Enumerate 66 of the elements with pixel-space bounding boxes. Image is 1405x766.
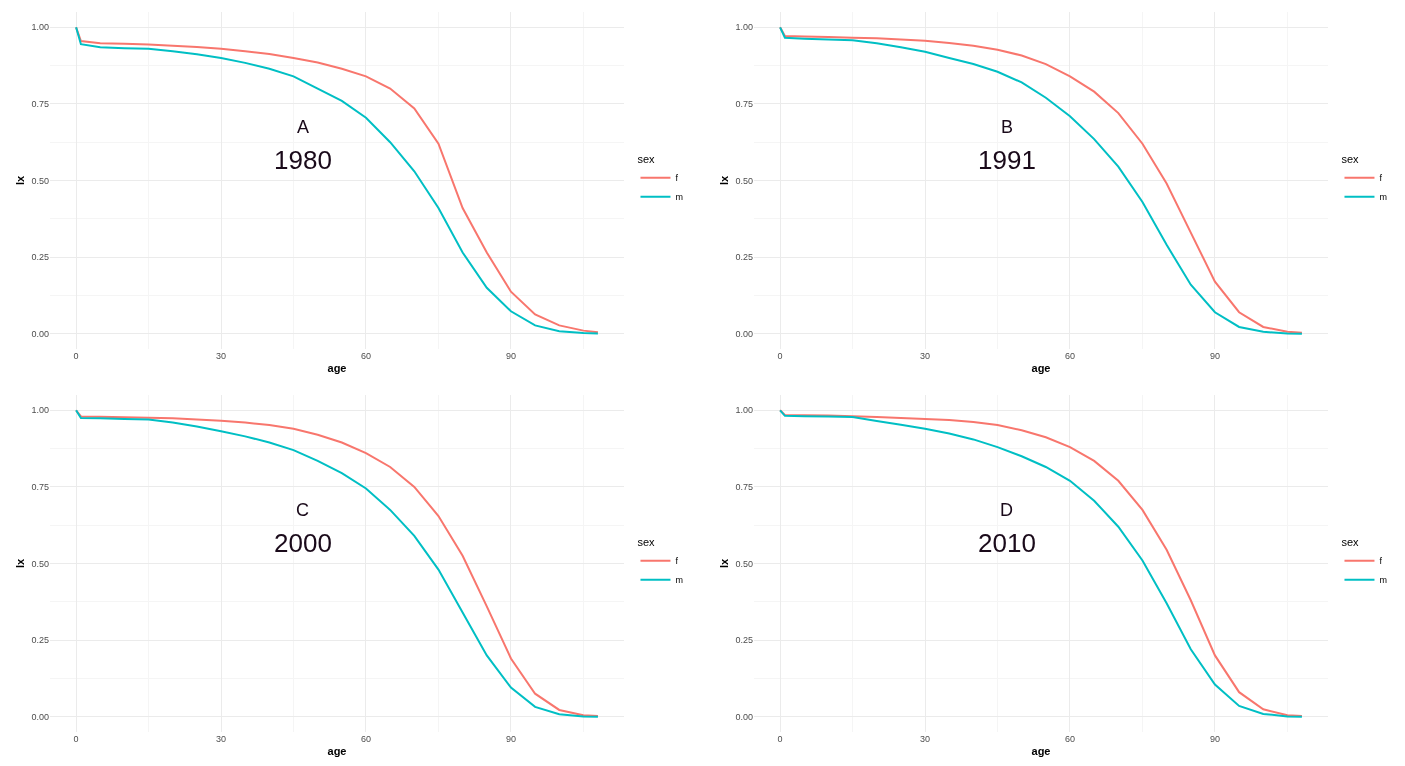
annotation: D: [1000, 500, 1013, 520]
x-axis-title: age: [1031, 745, 1051, 758]
y-tick-label: 0.25: [735, 252, 753, 263]
y-tick-label: 0.75: [735, 482, 753, 493]
y-tick-label: 0.00: [31, 328, 49, 339]
line-series: [75, 409, 599, 718]
annotation: A: [297, 117, 310, 137]
y-tick-label: 0.50: [735, 175, 753, 186]
legend-label: f: [1379, 556, 1383, 567]
legend-label: m: [675, 575, 683, 586]
legend-title: sex: [1341, 153, 1360, 166]
line-series: [779, 409, 1303, 718]
legend-label: f: [675, 173, 679, 184]
annotation: 1980: [274, 145, 332, 175]
x-tick-label: 0: [73, 734, 79, 744]
y-tick-label: 0.50: [31, 558, 49, 569]
y-tick-label: 1.00: [31, 22, 49, 33]
legend-label: m: [1379, 575, 1387, 586]
annotation: 2000: [274, 528, 332, 558]
x-tick-label: 0: [73, 351, 79, 361]
legend-label: m: [1379, 192, 1387, 203]
x-tick-label: 90: [1209, 351, 1220, 361]
y-tick-label: 1.00: [31, 405, 49, 416]
y-tick-label: 0.25: [31, 252, 49, 263]
x-tick-label: 30: [216, 734, 227, 744]
legend-label: m: [675, 192, 683, 203]
annotation: 2010: [978, 528, 1036, 558]
x-tick-label: 0: [777, 734, 783, 744]
x-tick-label: 90: [505, 351, 516, 361]
y-tick-label: 0.00: [735, 328, 753, 339]
y-axis-title: lx: [14, 558, 27, 569]
x-tick-label: 60: [360, 351, 371, 361]
y-tick-label: 0.00: [735, 711, 753, 722]
x-axis-title: age: [1031, 362, 1051, 375]
x-tick-label: 60: [1064, 351, 1075, 361]
y-tick-label: 0.75: [31, 482, 49, 493]
y-tick-label: 0.75: [31, 99, 49, 110]
legend-title: sex: [637, 536, 656, 549]
legend-title: sex: [637, 153, 656, 166]
x-tick-label: 60: [1064, 734, 1075, 744]
y-tick-label: 1.00: [735, 22, 753, 33]
legend-title: sex: [1341, 536, 1360, 549]
y-tick-label: 0.50: [735, 558, 753, 569]
x-tick-label: 60: [360, 734, 371, 744]
annotation: C: [296, 500, 309, 520]
x-axis-title: age: [327, 745, 347, 758]
x-tick-label: 0: [777, 351, 783, 361]
x-tick-label: 30: [216, 351, 227, 361]
legend-label: f: [1379, 173, 1383, 184]
x-axis-title: age: [327, 362, 347, 375]
y-tick-label: 1.00: [735, 405, 753, 416]
x-tick-label: 30: [920, 734, 931, 744]
annotation: 1991: [978, 145, 1036, 175]
y-tick-label: 0.25: [31, 635, 49, 646]
y-tick-label: 0.00: [31, 711, 49, 722]
legend-label: f: [675, 556, 679, 567]
y-tick-label: 0.75: [735, 99, 753, 110]
y-axis-title: lx: [14, 175, 27, 186]
y-tick-label: 0.25: [735, 635, 753, 646]
y-axis-title: lx: [718, 175, 731, 186]
x-tick-label: 30: [920, 351, 931, 361]
x-tick-label: 90: [1209, 734, 1220, 744]
y-tick-label: 0.50: [31, 175, 49, 186]
annotation: B: [1001, 117, 1014, 137]
y-axis-title: lx: [718, 558, 731, 569]
x-tick-label: 90: [505, 734, 516, 744]
